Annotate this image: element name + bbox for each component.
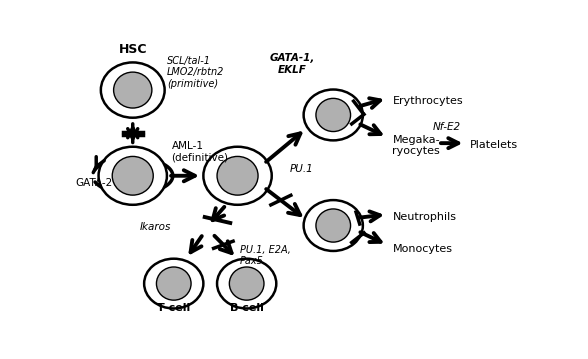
Text: Nf-E2: Nf-E2 xyxy=(433,122,461,131)
Ellipse shape xyxy=(217,259,276,308)
Ellipse shape xyxy=(316,209,350,242)
Text: GATA-2: GATA-2 xyxy=(76,178,113,188)
Ellipse shape xyxy=(229,267,264,300)
Ellipse shape xyxy=(203,147,272,205)
Ellipse shape xyxy=(217,157,258,195)
Text: PU.1: PU.1 xyxy=(290,164,314,174)
Ellipse shape xyxy=(303,89,363,140)
Ellipse shape xyxy=(316,98,350,131)
Text: Ikaros: Ikaros xyxy=(140,222,172,232)
Text: T cell: T cell xyxy=(157,303,191,313)
Text: Neutrophils: Neutrophils xyxy=(393,212,456,222)
Ellipse shape xyxy=(99,147,167,205)
Text: HSC: HSC xyxy=(119,42,147,56)
Text: B cell: B cell xyxy=(230,303,263,313)
Text: Megaka-
ryocytes: Megaka- ryocytes xyxy=(393,135,440,156)
Text: PU.1, E2A,
Pax5: PU.1, E2A, Pax5 xyxy=(240,245,290,266)
Text: Monocytes: Monocytes xyxy=(393,244,453,254)
Ellipse shape xyxy=(113,72,152,108)
Text: Erythrocytes: Erythrocytes xyxy=(393,96,463,106)
Text: AML-1
(definitive): AML-1 (definitive) xyxy=(172,141,229,163)
Ellipse shape xyxy=(156,267,191,300)
Ellipse shape xyxy=(303,200,363,251)
Text: GATA-1,
EKLF: GATA-1, EKLF xyxy=(269,53,315,75)
Ellipse shape xyxy=(101,62,165,118)
Text: SCL/tal-1
LMO2/rbtn2
(primitive): SCL/tal-1 LMO2/rbtn2 (primitive) xyxy=(167,56,224,89)
Text: Platelets: Platelets xyxy=(470,140,518,150)
Ellipse shape xyxy=(112,157,153,195)
Ellipse shape xyxy=(144,259,203,308)
